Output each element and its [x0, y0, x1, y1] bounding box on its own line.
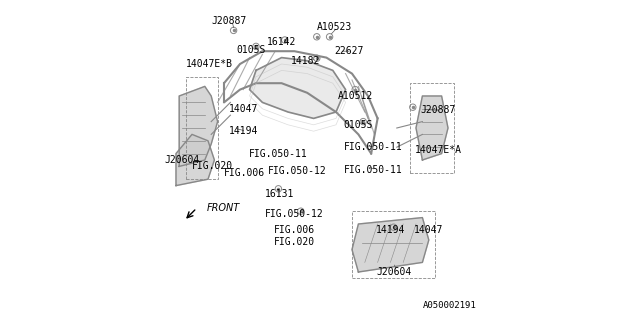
Text: 0105S: 0105S	[344, 120, 373, 130]
Text: J20604: J20604	[376, 267, 412, 277]
Polygon shape	[179, 86, 218, 166]
Text: 14047: 14047	[414, 225, 444, 236]
Text: 22627: 22627	[334, 46, 364, 56]
Text: 14182: 14182	[291, 56, 320, 66]
Text: J20887: J20887	[211, 16, 246, 26]
Text: FIG.020: FIG.020	[274, 236, 315, 247]
Text: J20887: J20887	[420, 105, 456, 116]
Text: FIG.050-11: FIG.050-11	[249, 148, 308, 159]
Text: A10512: A10512	[337, 91, 373, 101]
Text: 14047E*A: 14047E*A	[415, 145, 462, 156]
Text: FIG.006: FIG.006	[274, 225, 315, 236]
Polygon shape	[352, 218, 429, 272]
Text: A050002191: A050002191	[423, 301, 477, 310]
Text: 16142: 16142	[267, 36, 296, 47]
Text: FIG.006: FIG.006	[224, 168, 266, 178]
Text: 14194: 14194	[376, 225, 405, 236]
Polygon shape	[416, 96, 448, 160]
Text: FIG.050-12: FIG.050-12	[268, 166, 327, 176]
Text: FIG.020: FIG.020	[192, 161, 234, 172]
Text: 0105S: 0105S	[237, 44, 266, 55]
Text: FRONT: FRONT	[206, 203, 239, 213]
Polygon shape	[176, 134, 214, 186]
Text: FIG.050-12: FIG.050-12	[265, 209, 324, 220]
Text: 14047: 14047	[228, 104, 258, 114]
Text: FIG.050-11: FIG.050-11	[344, 164, 402, 175]
Text: A10523: A10523	[317, 22, 352, 32]
Polygon shape	[250, 58, 346, 118]
Text: J20604: J20604	[164, 155, 200, 165]
Text: 16131: 16131	[266, 188, 294, 199]
Text: 14047E*B: 14047E*B	[186, 59, 233, 69]
Text: FIG.050-11: FIG.050-11	[344, 142, 402, 152]
Text: 14194: 14194	[228, 126, 258, 136]
